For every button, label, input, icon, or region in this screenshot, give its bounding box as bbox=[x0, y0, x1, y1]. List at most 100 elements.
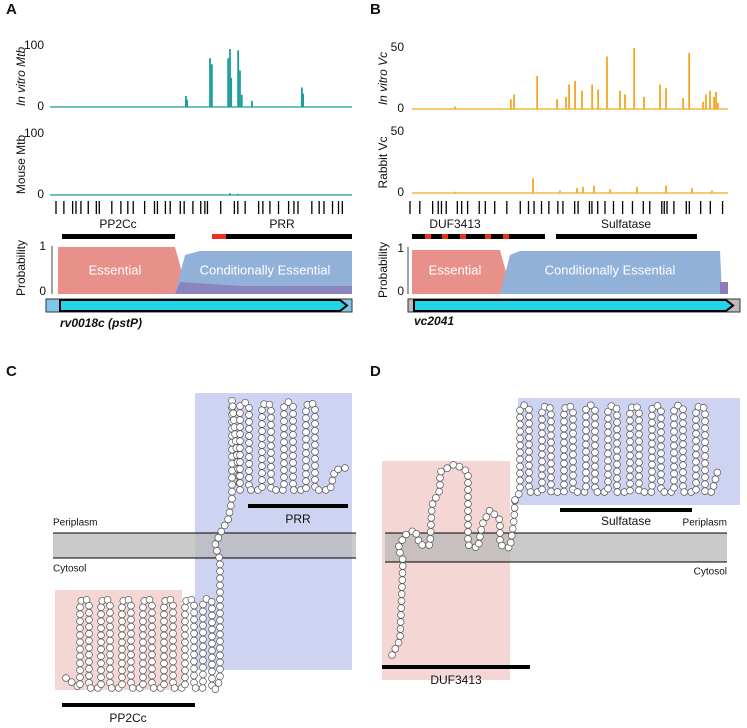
residue bbox=[569, 429, 577, 438]
residue bbox=[302, 421, 310, 429]
residue bbox=[428, 500, 437, 508]
residue bbox=[280, 438, 288, 446]
residue bbox=[280, 459, 288, 467]
residue bbox=[106, 608, 114, 617]
axis-label: Probability bbox=[14, 240, 28, 296]
residue bbox=[437, 467, 445, 476]
spike bbox=[709, 90, 711, 109]
membrane bbox=[53, 533, 356, 558]
residue bbox=[680, 488, 688, 496]
residue bbox=[560, 480, 568, 489]
residue bbox=[97, 610, 105, 618]
residue bbox=[267, 463, 275, 471]
residue bbox=[398, 583, 406, 591]
residue bbox=[118, 673, 126, 682]
residue bbox=[160, 652, 168, 661]
panel-letter: B bbox=[370, 1, 381, 18]
residue bbox=[258, 462, 266, 470]
residue bbox=[199, 656, 207, 665]
residue bbox=[208, 611, 216, 620]
residue bbox=[670, 483, 678, 492]
residue bbox=[713, 468, 722, 477]
residue bbox=[573, 488, 582, 496]
residue bbox=[217, 527, 226, 536]
residue bbox=[582, 426, 590, 435]
residue bbox=[139, 652, 147, 661]
residue bbox=[280, 424, 288, 432]
residue bbox=[236, 472, 244, 480]
residue bbox=[236, 486, 244, 494]
residue bbox=[85, 623, 93, 631]
residue bbox=[148, 601, 156, 610]
residue bbox=[267, 407, 275, 415]
residue bbox=[280, 445, 288, 453]
spike bbox=[227, 58, 230, 107]
residue bbox=[280, 431, 288, 439]
residue bbox=[216, 644, 224, 653]
residue bbox=[236, 409, 244, 417]
residue bbox=[62, 674, 70, 682]
residue bbox=[604, 484, 612, 493]
residue bbox=[289, 459, 297, 467]
residue bbox=[289, 438, 297, 446]
residue bbox=[106, 671, 114, 680]
residue bbox=[190, 643, 198, 652]
residue bbox=[525, 440, 533, 449]
residue bbox=[657, 449, 665, 458]
residue bbox=[427, 521, 435, 529]
residue bbox=[118, 638, 126, 647]
residue bbox=[626, 479, 634, 488]
residue bbox=[525, 447, 533, 456]
domain-highlight bbox=[425, 234, 509, 239]
y-tick-label: 0 bbox=[37, 99, 44, 113]
residue bbox=[516, 469, 524, 478]
residue bbox=[199, 677, 207, 686]
residue bbox=[464, 528, 472, 536]
residue bbox=[267, 470, 275, 478]
residue bbox=[670, 434, 678, 443]
residue bbox=[591, 462, 599, 471]
residue bbox=[127, 643, 135, 652]
residue bbox=[245, 418, 253, 426]
residue bbox=[670, 427, 678, 436]
residue bbox=[475, 539, 483, 548]
spike bbox=[636, 186, 638, 193]
residue bbox=[701, 480, 709, 488]
residue bbox=[647, 488, 656, 496]
residue bbox=[560, 424, 568, 433]
residue bbox=[190, 636, 198, 645]
residue bbox=[547, 410, 555, 419]
spike bbox=[688, 52, 691, 109]
spike bbox=[581, 90, 583, 109]
y-tick-label: 50 bbox=[391, 40, 405, 54]
residue bbox=[311, 448, 319, 456]
residue bbox=[496, 529, 504, 537]
residue bbox=[640, 488, 649, 496]
residue bbox=[394, 638, 403, 647]
residue bbox=[525, 412, 533, 421]
other-area bbox=[175, 282, 352, 294]
residue bbox=[418, 541, 426, 549]
residue bbox=[302, 456, 310, 464]
residue bbox=[464, 486, 472, 494]
residue bbox=[635, 409, 643, 418]
residue bbox=[127, 636, 135, 645]
spike bbox=[597, 89, 600, 109]
residue bbox=[148, 615, 156, 624]
residue bbox=[516, 406, 524, 415]
residue bbox=[85, 665, 93, 673]
residue bbox=[464, 500, 472, 508]
residue bbox=[221, 521, 229, 530]
residue bbox=[692, 430, 700, 438]
residue-chain bbox=[62, 396, 349, 693]
residue bbox=[591, 448, 599, 457]
residue bbox=[425, 541, 433, 549]
residue bbox=[169, 622, 177, 631]
residue bbox=[538, 443, 546, 452]
residue bbox=[215, 553, 223, 562]
residue bbox=[302, 463, 310, 471]
residue bbox=[228, 466, 236, 475]
residue bbox=[199, 635, 207, 644]
residue bbox=[626, 430, 634, 439]
residue bbox=[245, 411, 253, 419]
